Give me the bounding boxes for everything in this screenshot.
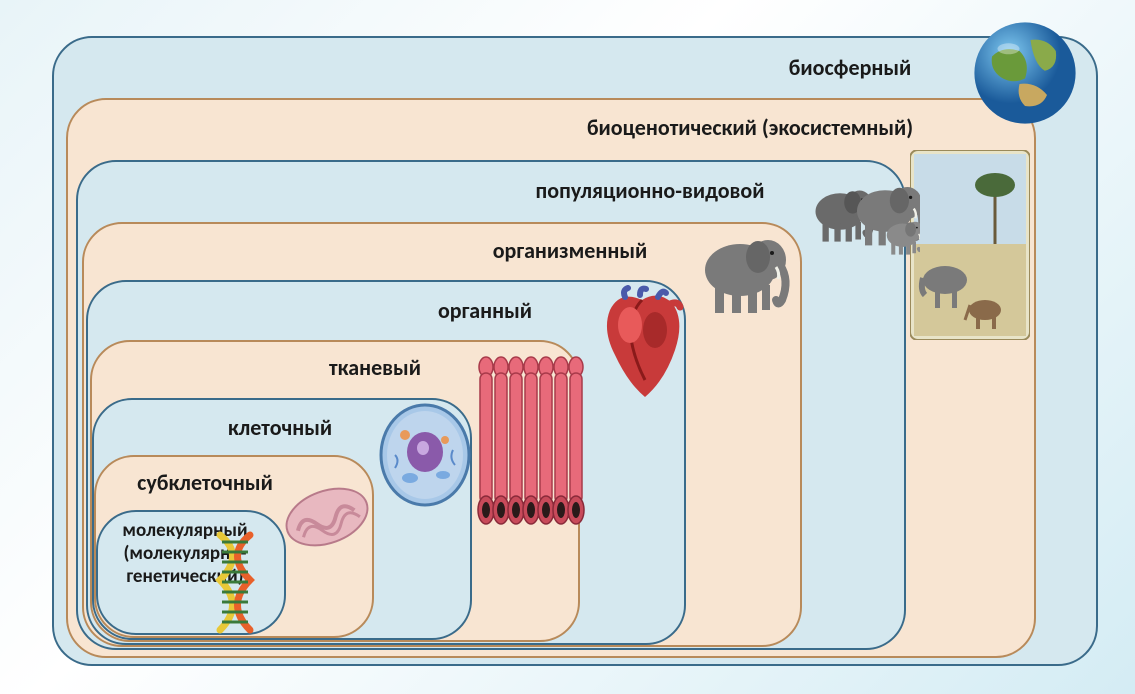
tissue-icon bbox=[470, 355, 590, 535]
earth-icon bbox=[970, 18, 1080, 128]
level-label-organ: органный bbox=[395, 298, 575, 324]
level-label-biosphere: биосферный bbox=[720, 55, 980, 81]
level-label-organism: организменный bbox=[450, 238, 690, 264]
mitochondria-icon bbox=[280, 480, 375, 555]
level-label-tissue: тканевый bbox=[295, 355, 455, 381]
level-label-biocenotic: биоценотический (экосистемный) bbox=[530, 115, 970, 141]
diagram-stage: http://biologyonline.ru – самостоятельна… bbox=[0, 0, 1135, 694]
level-label-population: популяционно-видовой bbox=[490, 178, 810, 204]
level-label-subcell: субклеточный bbox=[110, 470, 300, 496]
heart-icon bbox=[590, 285, 695, 405]
dna-icon bbox=[200, 530, 270, 640]
cell-icon bbox=[375, 400, 475, 510]
level-label-cell: клеточный bbox=[200, 415, 360, 441]
elephant-icon bbox=[680, 220, 810, 330]
savanna-icon bbox=[910, 150, 1030, 340]
